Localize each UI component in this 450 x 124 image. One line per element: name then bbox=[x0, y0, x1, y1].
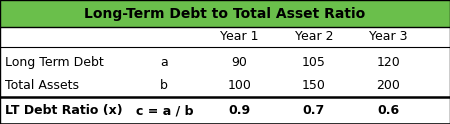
Text: 100: 100 bbox=[228, 79, 252, 92]
Text: Year 2: Year 2 bbox=[295, 30, 333, 43]
Text: 0.7: 0.7 bbox=[303, 104, 325, 117]
Text: a: a bbox=[160, 56, 168, 69]
Text: 200: 200 bbox=[376, 79, 400, 92]
Text: b: b bbox=[160, 79, 168, 92]
Text: 0.9: 0.9 bbox=[229, 104, 251, 117]
Text: Long-Term Debt to Total Asset Ratio: Long-Term Debt to Total Asset Ratio bbox=[85, 7, 365, 21]
Text: Year 3: Year 3 bbox=[369, 30, 407, 43]
Text: 105: 105 bbox=[302, 56, 326, 69]
Text: c = a / b: c = a / b bbox=[135, 104, 193, 117]
Text: Long Term Debt: Long Term Debt bbox=[5, 56, 104, 69]
Text: 120: 120 bbox=[376, 56, 400, 69]
Text: Total Assets: Total Assets bbox=[5, 79, 79, 92]
Text: LT Debt Ratio (x): LT Debt Ratio (x) bbox=[5, 104, 123, 117]
Text: 90: 90 bbox=[232, 56, 248, 69]
Text: Year 1: Year 1 bbox=[220, 30, 259, 43]
Text: 0.6: 0.6 bbox=[377, 104, 399, 117]
Text: 150: 150 bbox=[302, 79, 326, 92]
FancyBboxPatch shape bbox=[0, 0, 450, 27]
